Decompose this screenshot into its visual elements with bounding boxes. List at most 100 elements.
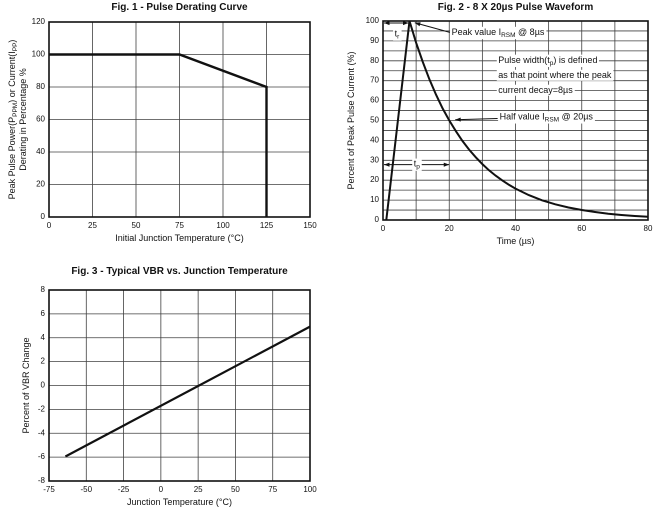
svg-text:60: 60 <box>36 115 45 124</box>
y-tick-label: 6 <box>41 309 46 318</box>
svg-text:-25: -25 <box>118 485 130 494</box>
pulse-width-note-line3: current decay=8µs <box>496 84 575 96</box>
svg-text:60: 60 <box>577 224 586 233</box>
y-axis-label: Derating in Percentage % <box>18 68 28 171</box>
x-tick-label: 75 <box>268 485 277 494</box>
arrowhead-icon <box>383 162 390 167</box>
x-tick-label: 25 <box>194 485 203 494</box>
y-tick-label: 30 <box>370 155 379 164</box>
svg-text:8: 8 <box>41 285 46 294</box>
y-axis-label: Percent of Peak Pulse Current (%) <box>346 51 356 189</box>
svg-text:100: 100 <box>32 50 46 59</box>
fig2-pulse-waveform: Fig. 2 - 8 X 20µs Pulse Waveform 0 20 40 60… <box>340 0 664 250</box>
svg-text:current decay=8µs: current decay=8µs <box>498 85 573 95</box>
svg-text:Percent of Peak Pulse Current: Percent of Peak Pulse Current (%) <box>346 51 356 189</box>
svg-text:80: 80 <box>644 224 653 233</box>
svg-text:20: 20 <box>370 175 379 184</box>
arrowhead-icon <box>414 22 421 27</box>
x-axis-label: Time (µs) <box>497 236 535 246</box>
svg-text:Half value IRSM @ 20µs: Half value IRSM @ 20µs <box>500 112 594 123</box>
svg-text:50: 50 <box>132 221 141 230</box>
x-tick-label: -75 <box>43 485 55 494</box>
svg-text:100: 100 <box>216 221 230 230</box>
svg-text:Initial Junction Temperature (: Initial Junction Temperature (°C) <box>115 233 244 243</box>
y-tick-label: 80 <box>36 82 45 91</box>
svg-text:0: 0 <box>375 215 380 224</box>
y-tick-label: 80 <box>370 56 379 65</box>
y-tick-label: 0 <box>41 212 46 221</box>
arrowhead-icon <box>455 117 461 122</box>
derating-curve <box>49 53 268 217</box>
y-tick-label: 100 <box>32 50 46 59</box>
y-tick-label: 120 <box>32 17 46 26</box>
svg-text:150: 150 <box>303 221 317 230</box>
svg-text:25: 25 <box>88 221 97 230</box>
svg-text:-6: -6 <box>38 452 46 461</box>
svg-text:80: 80 <box>370 56 379 65</box>
arrowhead-icon <box>443 162 450 167</box>
x-tick-label: 0 <box>159 485 164 494</box>
tp-label: tp <box>412 158 422 171</box>
x-axis-label: Junction Temperature (°C) <box>127 497 232 507</box>
y-tick-label: -6 <box>38 452 46 461</box>
fig3-title: Fig. 3 - Typical VBR vs. Junction Temper… <box>71 266 288 277</box>
tr-label: tr <box>393 28 402 41</box>
y-tick-label: 8 <box>41 285 46 294</box>
y-axis-label: Percent of VBR Change <box>21 337 31 433</box>
svg-text:40: 40 <box>511 224 520 233</box>
plot-border <box>48 289 311 482</box>
fig3-vbr-vs-junction-temperature: Fig. 3 - Typical VBR vs. Junction Temper… <box>0 260 340 515</box>
svg-text:60: 60 <box>370 96 379 105</box>
svg-text:-8: -8 <box>38 476 46 485</box>
svg-text:Peak Pulse Power(PPPM) or Curr: Peak Pulse Power(PPPM) or Current(IPP) <box>7 40 18 200</box>
svg-text:Peak value IRSM @ 8µs: Peak value IRSM @ 8µs <box>452 27 545 38</box>
y-tick-label: -2 <box>38 404 46 413</box>
svg-text:0: 0 <box>47 221 52 230</box>
x-tick-label: 60 <box>577 224 586 233</box>
x-tick-label: 0 <box>381 224 386 233</box>
y-tick-label: 20 <box>370 175 379 184</box>
svg-text:6: 6 <box>41 309 46 318</box>
fig1-pulse-derating-curve-canvas: 0 25 50 75 100 125 150 0 20 40 60 80 100 120 Initial J… <box>7 17 317 243</box>
grid <box>49 22 310 217</box>
svg-text:50: 50 <box>231 485 240 494</box>
svg-text:75: 75 <box>268 485 277 494</box>
x-tick-label: 150 <box>303 221 317 230</box>
pulse-width-note-line1: Pulse width(tp) is defined <box>496 54 599 68</box>
svg-text:10: 10 <box>370 195 379 204</box>
y-axis-label: Peak Pulse Power(PPPM) or Current(IPP) <box>7 40 18 200</box>
y-tick-label: 60 <box>36 115 45 124</box>
svg-text:Percent of VBR Change: Percent of VBR Change <box>21 337 31 433</box>
x-tick-label: 50 <box>132 221 141 230</box>
tr-span-arrow <box>383 20 409 26</box>
y-tick-label: 0 <box>41 381 46 390</box>
svg-text:100: 100 <box>303 485 317 494</box>
y-tick-label: 100 <box>366 16 380 25</box>
x-tick-label: 100 <box>303 485 317 494</box>
x-tick-label: 40 <box>511 224 520 233</box>
y-tick-label: 2 <box>41 357 46 366</box>
svg-text:0: 0 <box>159 485 164 494</box>
svg-text:0: 0 <box>381 224 386 233</box>
y-tick-label: 20 <box>36 180 45 189</box>
y-tick-label: 40 <box>370 136 379 145</box>
half-callout-arrow <box>455 117 498 122</box>
svg-text:120: 120 <box>32 17 46 26</box>
svg-text:Junction Temperature (°C): Junction Temperature (°C) <box>127 497 232 507</box>
y-tick-label: -8 <box>38 476 46 485</box>
svg-text:25: 25 <box>194 485 203 494</box>
x-tick-label: 50 <box>231 485 240 494</box>
svg-text:tr: tr <box>395 29 401 40</box>
svg-text:Derating in Percentage %: Derating in Percentage % <box>18 68 28 171</box>
y-tick-label: 0 <box>375 215 380 224</box>
svg-text:as that point where the peak: as that point where the peak <box>498 70 612 80</box>
svg-text:0: 0 <box>41 212 46 221</box>
svg-text:90: 90 <box>370 36 379 45</box>
x-tick-label: 125 <box>260 221 274 230</box>
svg-text:40: 40 <box>370 136 379 145</box>
svg-text:-50: -50 <box>81 485 93 494</box>
grid <box>49 290 310 481</box>
x-axis-label: Initial Junction Temperature (°C) <box>115 233 244 243</box>
svg-text:Pulse width(tp) is defined: Pulse width(tp) is defined <box>498 55 597 66</box>
